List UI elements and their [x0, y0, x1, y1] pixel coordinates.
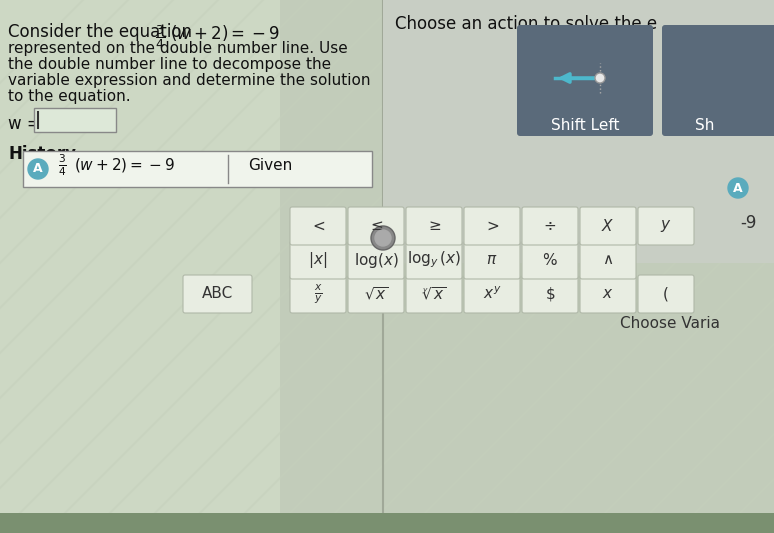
Text: ABC: ABC [202, 287, 233, 302]
FancyBboxPatch shape [406, 207, 462, 245]
Text: $x^y$: $x^y$ [483, 286, 502, 302]
FancyBboxPatch shape [290, 241, 346, 279]
FancyBboxPatch shape [522, 207, 578, 245]
FancyBboxPatch shape [464, 207, 520, 245]
Text: $(w+2)=-9$: $(w+2)=-9$ [74, 156, 175, 174]
Text: $\div$: $\div$ [543, 219, 557, 233]
FancyBboxPatch shape [34, 108, 116, 132]
Text: $\frac{3}{4}$: $\frac{3}{4}$ [58, 152, 67, 178]
FancyBboxPatch shape [348, 275, 404, 313]
FancyBboxPatch shape [580, 275, 636, 313]
Text: Given: Given [248, 157, 293, 173]
FancyBboxPatch shape [183, 275, 252, 313]
FancyBboxPatch shape [638, 207, 694, 245]
Text: the double number line to decompose the: the double number line to decompose the [8, 57, 331, 72]
FancyBboxPatch shape [517, 25, 653, 136]
Circle shape [371, 226, 395, 250]
FancyBboxPatch shape [348, 207, 404, 245]
FancyBboxPatch shape [383, 0, 774, 263]
Text: $\sqrt{x}$: $\sqrt{x}$ [364, 286, 389, 303]
FancyBboxPatch shape [348, 241, 404, 279]
Text: $\frac{3}{4}$: $\frac{3}{4}$ [155, 23, 165, 51]
Text: Choose an action to solve the e: Choose an action to solve the e [395, 15, 657, 33]
Text: $\%$: $\%$ [542, 252, 558, 268]
FancyBboxPatch shape [638, 275, 694, 313]
Text: to the equation.: to the equation. [8, 89, 131, 104]
Text: $\leq$: $\leq$ [368, 219, 384, 233]
Text: $|x|$: $|x|$ [308, 250, 327, 270]
FancyBboxPatch shape [406, 275, 462, 313]
FancyBboxPatch shape [580, 241, 636, 279]
FancyBboxPatch shape [522, 275, 578, 313]
FancyBboxPatch shape [662, 25, 774, 136]
Circle shape [375, 230, 391, 246]
Text: $\sqrt[y]{x}$: $\sqrt[y]{x}$ [422, 286, 446, 303]
FancyBboxPatch shape [406, 241, 462, 279]
FancyBboxPatch shape [23, 151, 372, 187]
Text: Consider the equation: Consider the equation [8, 23, 197, 41]
Text: $<$: $<$ [310, 219, 326, 233]
Text: $\$$: $\$$ [545, 285, 555, 303]
FancyBboxPatch shape [464, 241, 520, 279]
Text: $\wedge$: $\wedge$ [602, 253, 614, 268]
Text: A: A [733, 182, 743, 195]
Text: $\log_y(x)$: $\log_y(x)$ [407, 249, 461, 270]
Text: Sh: Sh [695, 118, 714, 133]
Text: $X$: $X$ [601, 218, 615, 234]
FancyBboxPatch shape [280, 0, 774, 533]
Text: Shift Left: Shift Left [551, 118, 619, 133]
FancyBboxPatch shape [0, 513, 774, 533]
Text: Choose Varia: Choose Varia [620, 316, 720, 330]
FancyBboxPatch shape [522, 241, 578, 279]
Text: $x$: $x$ [602, 287, 614, 302]
Text: $\frac{x}{y}$: $\frac{x}{y}$ [313, 282, 322, 305]
Text: $\geq$: $\geq$ [426, 219, 442, 233]
FancyBboxPatch shape [464, 275, 520, 313]
FancyBboxPatch shape [290, 275, 346, 313]
Text: -9: -9 [740, 214, 756, 232]
FancyBboxPatch shape [290, 207, 346, 245]
FancyBboxPatch shape [580, 207, 636, 245]
Text: $>$: $>$ [484, 219, 500, 233]
Text: w =: w = [8, 115, 46, 133]
Circle shape [28, 159, 48, 179]
Circle shape [728, 178, 748, 198]
Text: $\pi$: $\pi$ [486, 253, 498, 268]
Text: variable expression and determine the solution: variable expression and determine the so… [8, 73, 371, 88]
Text: $(w+2)=-9$: $(w+2)=-9$ [170, 23, 279, 43]
Text: History: History [8, 145, 76, 163]
Text: $($: $($ [662, 285, 670, 303]
Text: A: A [33, 163, 43, 175]
Text: $\log(x)$: $\log(x)$ [354, 251, 399, 270]
Circle shape [595, 73, 605, 83]
Text: $y$: $y$ [660, 218, 672, 234]
Text: represented on the double number line. Use: represented on the double number line. U… [8, 41, 348, 56]
